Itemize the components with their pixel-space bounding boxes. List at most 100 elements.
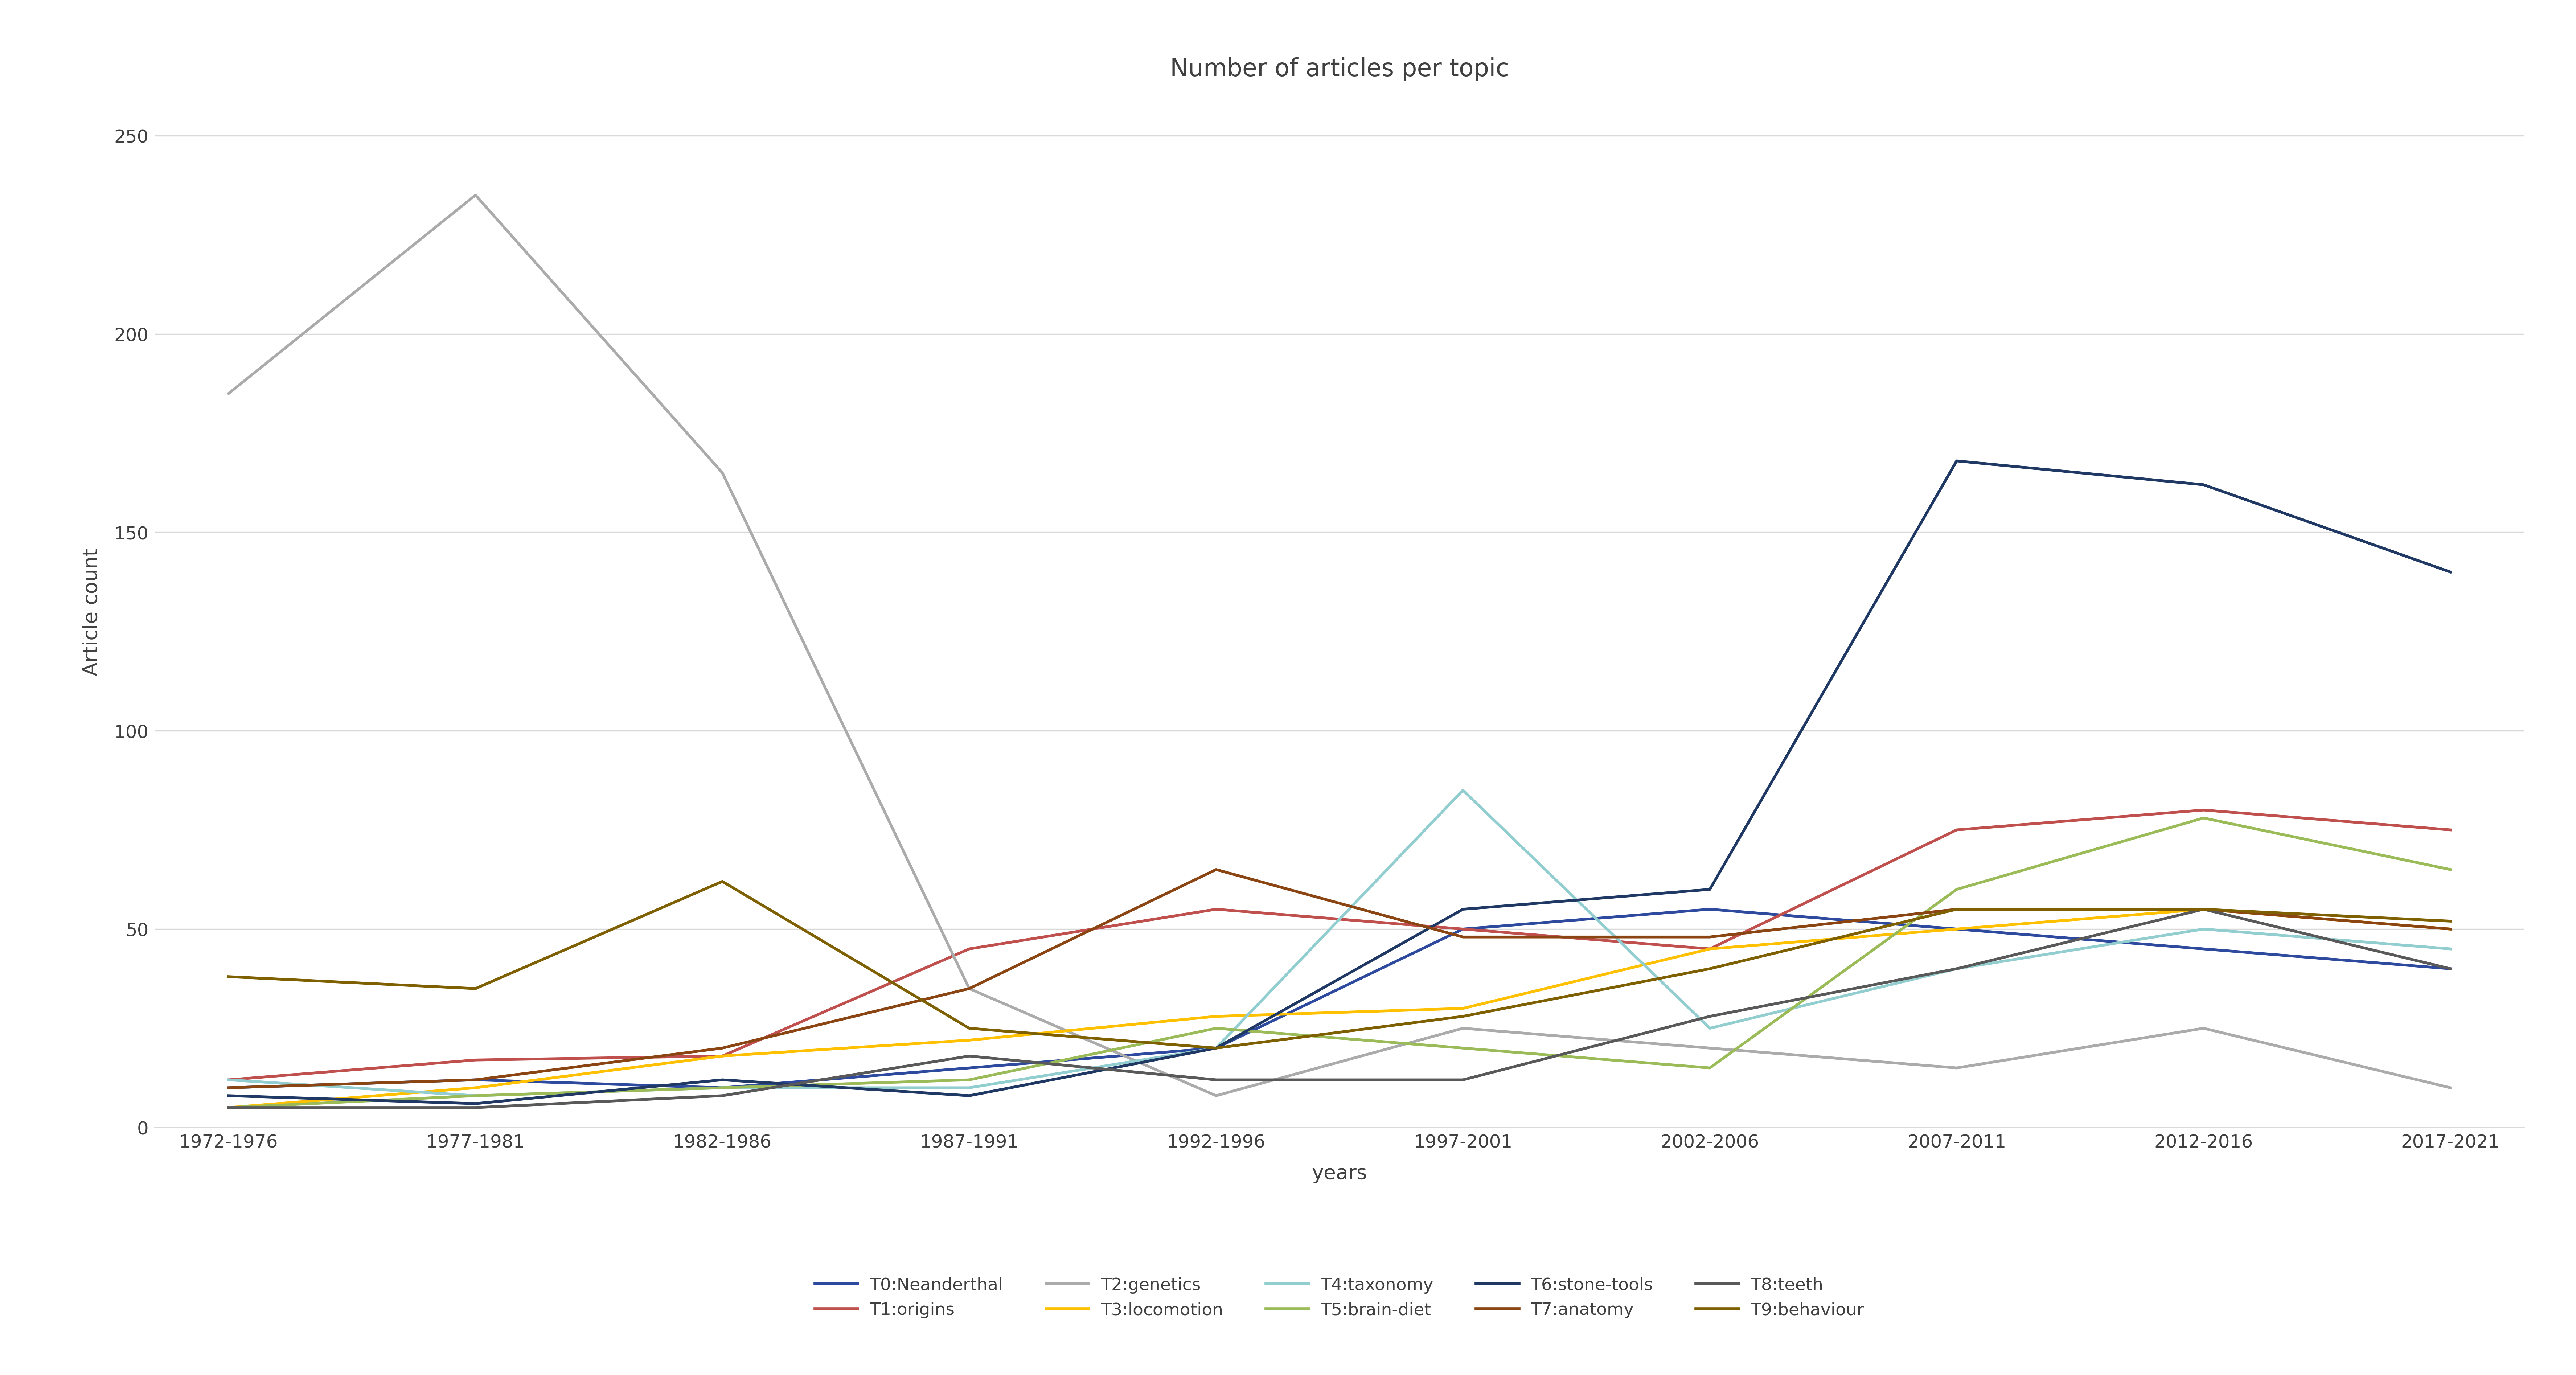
T8:teeth xyxy=(1695,1008,1726,1024)
T0:Neanderthal xyxy=(1448,921,1479,938)
T4:taxonomy xyxy=(706,1079,737,1096)
T9:behaviour xyxy=(1695,961,1726,978)
T0:Neanderthal xyxy=(461,1071,492,1088)
T4:taxonomy xyxy=(1200,1040,1231,1056)
Title: Number of articles per topic: Number of articles per topic xyxy=(1170,58,1510,81)
T6:stone-tools xyxy=(1448,901,1479,917)
T7:anatomy xyxy=(1200,861,1231,877)
T2:genetics xyxy=(461,187,492,204)
T5:brain-diet xyxy=(1695,1060,1726,1077)
T3:locomotion xyxy=(706,1048,737,1064)
T7:anatomy xyxy=(953,980,984,997)
T6:stone-tools xyxy=(706,1071,737,1088)
T5:brain-diet xyxy=(1200,1020,1231,1037)
T7:anatomy xyxy=(461,1071,492,1088)
T9:behaviour xyxy=(706,873,737,890)
T2:genetics xyxy=(2434,1079,2465,1096)
T1:origins xyxy=(2187,802,2218,818)
T1:origins xyxy=(1448,921,1479,938)
T9:behaviour xyxy=(2187,901,2218,917)
T4:taxonomy xyxy=(214,1071,245,1088)
T8:teeth xyxy=(2187,901,2218,917)
Line: T4:taxonomy: T4:taxonomy xyxy=(229,791,2450,1096)
T3:locomotion xyxy=(1200,1008,1231,1024)
T4:taxonomy xyxy=(1695,1020,1726,1037)
T4:taxonomy xyxy=(1942,961,1973,978)
Line: T9:behaviour: T9:behaviour xyxy=(229,881,2450,1048)
T5:brain-diet xyxy=(2434,861,2465,877)
T3:locomotion xyxy=(2434,921,2465,938)
T5:brain-diet xyxy=(214,1100,245,1116)
T5:brain-diet xyxy=(706,1079,737,1096)
Legend: T0:Neanderthal, T1:origins, T2:genetics, T3:locomotion, T4:taxonomy, T5:brain-di: T0:Neanderthal, T1:origins, T2:genetics,… xyxy=(809,1270,1870,1326)
T4:taxonomy xyxy=(2187,921,2218,938)
T7:anatomy xyxy=(2434,921,2465,938)
T2:genetics xyxy=(1942,1060,1973,1077)
T7:anatomy xyxy=(214,1079,245,1096)
T6:stone-tools xyxy=(1942,452,1973,469)
T3:locomotion xyxy=(2187,901,2218,917)
T2:genetics xyxy=(2187,1020,2218,1037)
T4:taxonomy xyxy=(461,1088,492,1104)
T8:teeth xyxy=(706,1088,737,1104)
T5:brain-diet xyxy=(953,1071,984,1088)
T6:stone-tools xyxy=(953,1088,984,1104)
T6:stone-tools xyxy=(1695,881,1726,898)
T3:locomotion xyxy=(953,1033,984,1049)
T9:behaviour xyxy=(461,980,492,997)
T4:taxonomy xyxy=(1448,782,1479,799)
Y-axis label: Article count: Article count xyxy=(82,549,100,675)
T7:anatomy xyxy=(1448,930,1479,946)
T8:teeth xyxy=(953,1048,984,1064)
T4:taxonomy xyxy=(2434,941,2465,957)
T6:stone-tools xyxy=(2434,564,2465,580)
T2:genetics xyxy=(1200,1088,1231,1104)
Line: T5:brain-diet: T5:brain-diet xyxy=(229,818,2450,1108)
T9:behaviour xyxy=(2434,913,2465,930)
T6:stone-tools xyxy=(1200,1040,1231,1056)
T3:locomotion xyxy=(461,1079,492,1096)
T1:origins xyxy=(2434,822,2465,839)
T5:brain-diet xyxy=(1448,1040,1479,1056)
T6:stone-tools xyxy=(2187,477,2218,494)
T8:teeth xyxy=(2434,961,2465,978)
T9:behaviour xyxy=(214,968,245,984)
T6:stone-tools xyxy=(214,1088,245,1104)
Line: T1:origins: T1:origins xyxy=(229,810,2450,1079)
T3:locomotion xyxy=(1695,941,1726,957)
T3:locomotion xyxy=(1942,921,1973,938)
T0:Neanderthal xyxy=(1200,1040,1231,1056)
T5:brain-diet xyxy=(1942,881,1973,898)
T3:locomotion xyxy=(214,1100,245,1116)
T1:origins xyxy=(214,1071,245,1088)
T0:Neanderthal xyxy=(1695,901,1726,917)
T1:origins xyxy=(953,941,984,957)
T8:teeth xyxy=(1448,1071,1479,1088)
Line: T6:stone-tools: T6:stone-tools xyxy=(229,461,2450,1104)
Line: T7:anatomy: T7:anatomy xyxy=(229,869,2450,1088)
T5:brain-diet xyxy=(2187,810,2218,826)
T0:Neanderthal xyxy=(953,1060,984,1077)
X-axis label: years: years xyxy=(1311,1163,1368,1182)
T2:genetics xyxy=(706,465,737,481)
T4:taxonomy xyxy=(953,1079,984,1096)
T2:genetics xyxy=(1695,1040,1726,1056)
Line: T0:Neanderthal: T0:Neanderthal xyxy=(229,909,2450,1088)
T0:Neanderthal xyxy=(1942,921,1973,938)
T7:anatomy xyxy=(1942,901,1973,917)
T8:teeth xyxy=(461,1100,492,1116)
T3:locomotion xyxy=(1448,1000,1479,1016)
T7:anatomy xyxy=(706,1040,737,1056)
T0:Neanderthal xyxy=(214,1079,245,1096)
T1:origins xyxy=(1942,822,1973,839)
T1:origins xyxy=(1200,901,1231,917)
T2:genetics xyxy=(214,385,245,401)
Line: T8:teeth: T8:teeth xyxy=(229,909,2450,1108)
T1:origins xyxy=(461,1052,492,1068)
T2:genetics xyxy=(953,980,984,997)
T1:origins xyxy=(1695,941,1726,957)
T1:origins xyxy=(706,1048,737,1064)
T9:behaviour xyxy=(953,1020,984,1037)
T2:genetics xyxy=(1448,1020,1479,1037)
T8:teeth xyxy=(1200,1071,1231,1088)
